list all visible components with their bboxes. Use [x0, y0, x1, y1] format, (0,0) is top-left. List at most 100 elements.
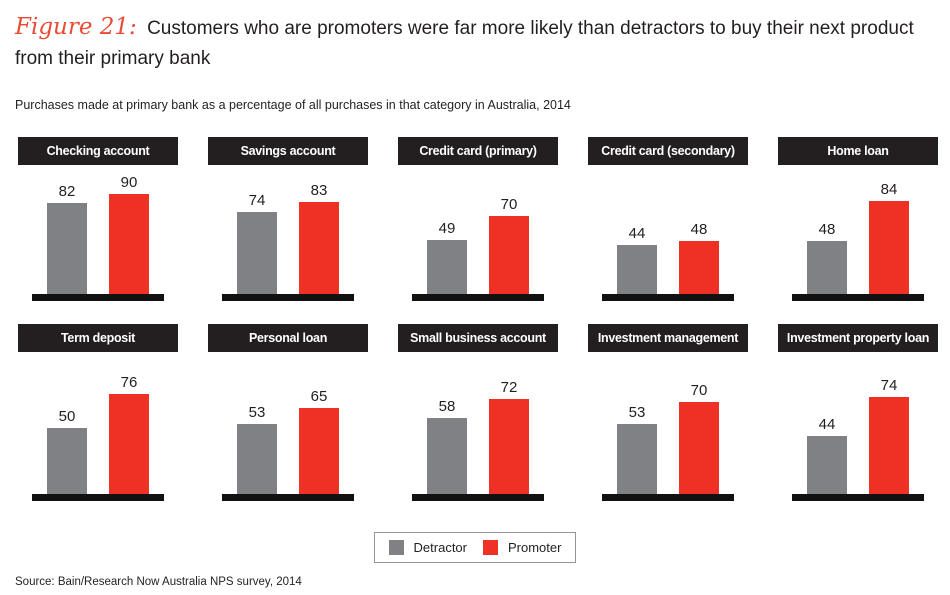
- category-header: Investment property loan: [778, 324, 938, 352]
- detractor-bar: [807, 436, 847, 494]
- legend-container: Detractor Promoter: [15, 532, 935, 563]
- chart-panel: Home loan 48 84: [778, 137, 938, 301]
- detractor-value-label: 74: [248, 192, 266, 209]
- promoter-value-label: 65: [310, 388, 328, 405]
- detractor-bar: [47, 428, 87, 494]
- detractor-bar-group: 44: [617, 225, 657, 294]
- promoter-bar: [869, 397, 909, 494]
- chart-panel: Investment property loan 44 74: [778, 324, 938, 501]
- chart-panel: Savings account 74 83: [208, 137, 368, 301]
- detractor-bar-group: 82: [47, 183, 87, 294]
- detractor-bar: [427, 418, 467, 494]
- detractor-value-label: 44: [628, 225, 646, 242]
- figure-title: Figure 21: Customers who are promoters w…: [15, 12, 935, 74]
- promoter-value-label: 72: [500, 379, 518, 396]
- detractor-bar: [47, 203, 87, 294]
- detractor-value-label: 49: [438, 220, 456, 237]
- bar-chart: 44 48: [588, 165, 748, 294]
- figure-number-label: Figure 21:: [15, 14, 137, 40]
- promoter-legend-label: Promoter: [508, 540, 562, 555]
- detractor-legend-label: Detractor: [413, 540, 467, 555]
- source-note: Source: Bain/Research Now Australia NPS …: [15, 576, 302, 588]
- detractor-value-label: 48: [818, 221, 836, 238]
- detractor-bar-group: 50: [47, 408, 87, 494]
- promoter-value-label: 70: [690, 382, 708, 399]
- detractor-bar: [617, 424, 657, 494]
- promoter-bar: [109, 394, 149, 494]
- detractor-bar-group: 48: [807, 221, 847, 294]
- axis-baseline: [412, 494, 544, 501]
- promoter-bar-group: 72: [489, 379, 529, 494]
- promoter-bar-group: 74: [869, 377, 909, 494]
- promoter-swatch-icon: [483, 540, 498, 555]
- category-header: Term deposit: [18, 324, 178, 352]
- category-header: Home loan: [778, 137, 938, 165]
- promoter-bar: [299, 202, 339, 294]
- category-header: Personal loan: [208, 324, 368, 352]
- promoter-value-label: 74: [880, 377, 898, 394]
- legend: Detractor Promoter: [373, 532, 577, 563]
- promoter-value-label: 83: [310, 182, 328, 199]
- axis-baseline: [792, 494, 924, 501]
- chart-panel: Checking account 82 90: [18, 137, 178, 301]
- promoter-bar: [109, 194, 149, 294]
- category-header: Checking account: [18, 137, 178, 165]
- detractor-value-label: 53: [628, 404, 646, 421]
- detractor-bar-group: 74: [237, 192, 277, 294]
- bar-chart: 53 65: [208, 352, 368, 494]
- chart-row-1: Checking account 82 90 Savings account 7…: [18, 137, 938, 301]
- detractor-bar-group: 44: [807, 416, 847, 494]
- bar-chart: 44 74: [778, 352, 938, 494]
- figure-title-text: Customers who are promoters were far mor…: [15, 18, 914, 69]
- chart-panel: Credit card (primary) 49 70: [398, 137, 558, 301]
- promoter-bar-group: 76: [109, 374, 149, 494]
- chart-panel: Small business account 58 72: [398, 324, 558, 501]
- axis-baseline: [412, 294, 544, 301]
- detractor-value-label: 44: [818, 416, 836, 433]
- detractor-bar: [237, 424, 277, 494]
- axis-baseline: [602, 294, 734, 301]
- detractor-bar: [807, 241, 847, 294]
- promoter-value-label: 48: [690, 221, 708, 238]
- chart-panel: Investment management 53 70: [588, 324, 748, 501]
- promoter-bar-group: 70: [679, 382, 719, 494]
- detractor-value-label: 82: [58, 183, 76, 200]
- category-header: Investment management: [588, 324, 748, 352]
- bar-chart: 53 70: [588, 352, 748, 494]
- axis-baseline: [602, 494, 734, 501]
- detractor-value-label: 50: [58, 408, 76, 425]
- chart-panel: Credit card (secondary) 44 48: [588, 137, 748, 301]
- promoter-bar: [489, 216, 529, 294]
- detractor-bar: [427, 240, 467, 294]
- figure-subtitle: Purchases made at primary bank as a perc…: [15, 98, 571, 112]
- bar-chart: 50 76: [18, 352, 178, 494]
- axis-baseline: [222, 294, 354, 301]
- chart-panel: Term deposit 50 76: [18, 324, 178, 501]
- detractor-bar-group: 53: [237, 404, 277, 494]
- axis-baseline: [32, 294, 164, 301]
- chart-panel: Personal loan 53 65: [208, 324, 368, 501]
- promoter-bar: [489, 399, 529, 494]
- axis-baseline: [792, 294, 924, 301]
- promoter-bar: [299, 408, 339, 494]
- category-header: Credit card (secondary): [588, 137, 748, 165]
- promoter-value-label: 76: [120, 374, 138, 391]
- promoter-bar-group: 65: [299, 388, 339, 494]
- detractor-bar-group: 49: [427, 220, 467, 294]
- bar-chart: 58 72: [398, 352, 558, 494]
- detractor-bar: [237, 212, 277, 294]
- bar-chart: 82 90: [18, 165, 178, 294]
- axis-baseline: [222, 494, 354, 501]
- chart-row-2: Term deposit 50 76 Personal loan 53 65: [18, 324, 938, 501]
- category-header: Credit card (primary): [398, 137, 558, 165]
- category-header: Savings account: [208, 137, 368, 165]
- promoter-value-label: 70: [500, 196, 518, 213]
- promoter-bar-group: 48: [679, 221, 719, 294]
- detractor-value-label: 53: [248, 404, 266, 421]
- axis-baseline: [32, 494, 164, 501]
- detractor-value-label: 58: [438, 398, 456, 415]
- promoter-bar-group: 70: [489, 196, 529, 294]
- detractor-bar: [617, 245, 657, 294]
- detractor-bar-group: 58: [427, 398, 467, 494]
